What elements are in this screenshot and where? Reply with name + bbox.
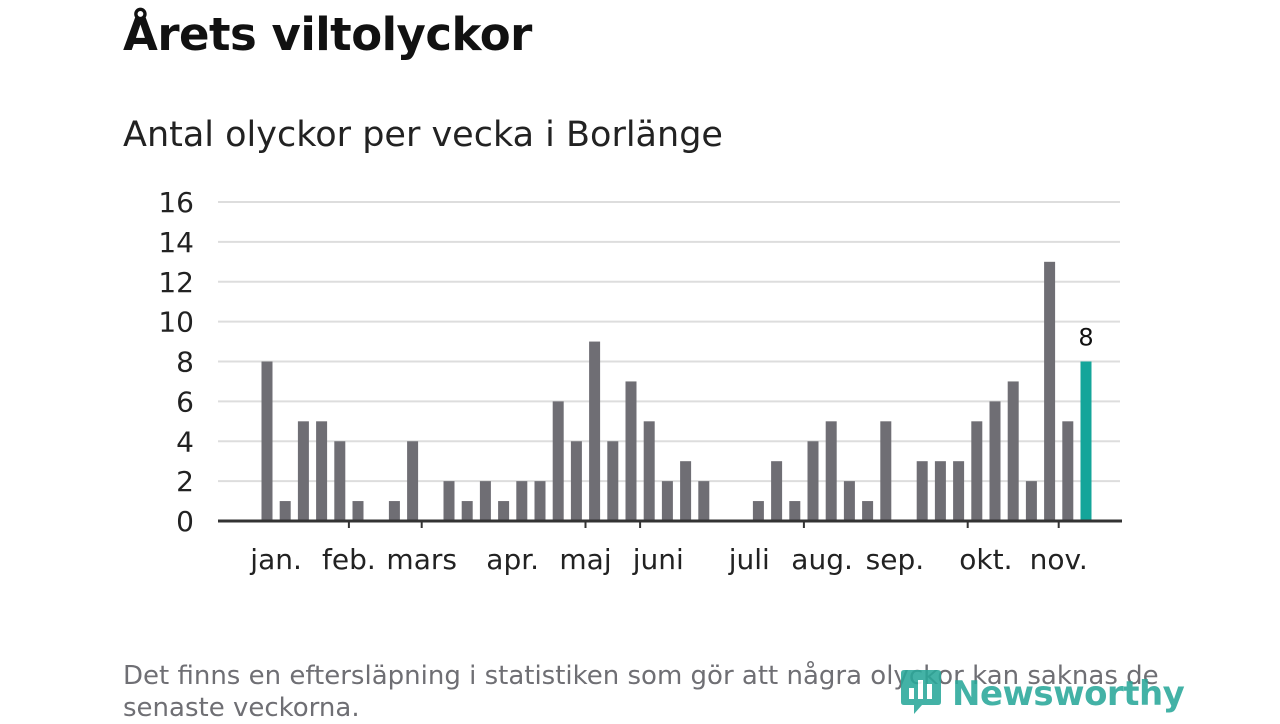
brand-name: Newsworthy (952, 674, 1185, 714)
x-axis-month-labels: jan. feb. mars apr. maj juni juli aug. sep. okt. n… (249, 543, 1087, 576)
x-tick-label: juni (632, 543, 684, 576)
x-tick-label: juli (728, 543, 770, 576)
bars: 8 (261, 261, 1094, 521)
y-tick-label: 8 (176, 346, 194, 379)
brand-logo: Newsworthy (900, 668, 1185, 720)
bar (552, 401, 564, 521)
chart-title: Årets viltolyckor (123, 8, 532, 61)
bar (461, 501, 473, 521)
bar (261, 361, 273, 521)
bar (916, 461, 928, 521)
bar (516, 481, 528, 521)
bar (534, 481, 546, 521)
footnote: Det finns en eftersläpning i statistiken… (123, 661, 1159, 723)
bar (789, 501, 801, 521)
bar (334, 441, 346, 521)
bar (352, 501, 364, 521)
x-tick-label: maj (559, 543, 611, 576)
bar (1025, 481, 1037, 521)
chart-subtitle: Antal olyckor per vecka i Borlänge (123, 115, 723, 155)
x-tick-label: apr. (486, 543, 539, 576)
bar (843, 481, 855, 521)
bar (443, 481, 455, 521)
x-tick-label: jan. (249, 543, 302, 576)
bar (661, 481, 673, 521)
x-tick-label: nov. (1030, 543, 1088, 576)
highlight-value-label: 8 (1078, 324, 1093, 352)
y-tick-label: 0 (176, 505, 194, 538)
x-tick-label: mars (386, 543, 457, 576)
y-tick-label: 6 (176, 385, 194, 418)
bar (625, 381, 637, 521)
bar (680, 461, 692, 521)
bar (934, 461, 946, 521)
bar (971, 421, 983, 521)
y-axis-ticks: 0 2 4 6 8 10 12 14 16 (158, 186, 194, 538)
bar (316, 421, 328, 521)
bar (1062, 421, 1074, 521)
bar (953, 461, 965, 521)
bar (807, 441, 819, 521)
y-tick-label: 10 (158, 306, 194, 339)
bar-highlight (1080, 361, 1092, 521)
bar (643, 421, 655, 521)
bar (1007, 381, 1019, 521)
bar (607, 441, 619, 521)
bar (698, 481, 710, 521)
bar (589, 341, 601, 521)
bar (989, 401, 1001, 521)
bar (498, 501, 510, 521)
x-tick-label: aug. (791, 543, 853, 576)
bar (407, 441, 419, 521)
y-tick-label: 2 (176, 465, 194, 498)
bar (771, 461, 783, 521)
y-tick-label: 14 (158, 226, 194, 259)
bar (825, 421, 837, 521)
bar (479, 481, 491, 521)
bar (297, 421, 309, 521)
gridlines (218, 201, 1120, 483)
y-tick-label: 4 (176, 425, 194, 458)
x-axis (218, 519, 1122, 528)
bar (752, 501, 764, 521)
x-tick-label: okt. (959, 543, 1012, 576)
x-tick-label: feb. (322, 543, 376, 576)
y-tick-label: 16 (158, 186, 194, 219)
y-tick-label: 12 (158, 266, 194, 299)
bar (388, 501, 400, 521)
bar (570, 441, 582, 521)
bar (862, 501, 874, 521)
bar (279, 501, 291, 521)
newsworthy-logo-icon (900, 668, 942, 720)
bar (1044, 261, 1056, 521)
bar (880, 421, 892, 521)
x-tick-label: sep. (866, 543, 925, 576)
